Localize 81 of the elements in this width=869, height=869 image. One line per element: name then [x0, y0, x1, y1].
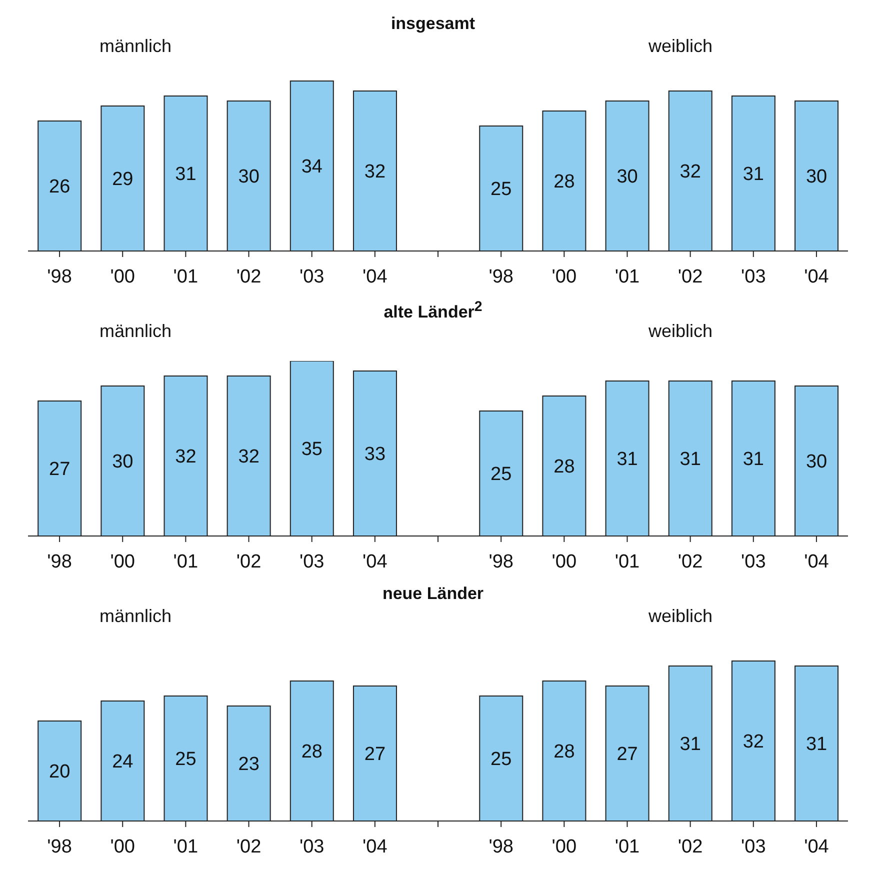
- x-tick-label: '03: [741, 551, 766, 572]
- x-tick-label: '02: [236, 266, 262, 288]
- data-label: 34: [301, 156, 323, 178]
- data-label: 20: [49, 762, 70, 783]
- text: weiblich: [647, 36, 714, 58]
- data-label: 28: [301, 742, 322, 763]
- data-label: 30: [806, 452, 828, 473]
- data-label: 25: [490, 464, 512, 486]
- data-label: 28: [554, 456, 575, 478]
- data-label: 30: [616, 166, 638, 188]
- x-tick-label: '98: [488, 266, 514, 288]
- x-tick-label: '00: [552, 266, 577, 288]
- data-label: 25: [490, 749, 512, 770]
- x-tick-label: '02: [678, 266, 703, 288]
- data-label: 31: [742, 164, 764, 186]
- x-tick-label: '98: [488, 551, 514, 572]
- text: weiblich: [647, 321, 714, 343]
- x-tick-label: '01: [173, 551, 198, 572]
- x-tick-label: '02: [678, 836, 703, 858]
- x-tick-label: '03: [741, 266, 766, 288]
- x-tick-label: '01: [173, 266, 198, 288]
- x-tick-label: '00: [110, 266, 135, 288]
- chart-title: neue Länder: [381, 583, 485, 605]
- data-label: 30: [112, 452, 134, 473]
- x-tick-label: '98: [47, 836, 72, 858]
- data-label: 35: [301, 439, 322, 460]
- data-label: 28: [554, 172, 575, 193]
- x-tick-label: '02: [236, 836, 262, 858]
- chart-title: insgesamt: [390, 13, 476, 35]
- x-tick-label: '00: [552, 551, 577, 572]
- x-tick-label: '04: [362, 266, 388, 288]
- data-label: 32: [364, 162, 386, 183]
- x-tick-label: '02: [236, 551, 262, 572]
- data-label: 31: [175, 164, 196, 186]
- x-tick-label: '98: [47, 551, 72, 572]
- data-label: 33: [364, 444, 386, 466]
- text: männlich: [98, 606, 173, 628]
- data-label: 31: [680, 734, 701, 756]
- x-tick-label: '04: [804, 836, 830, 858]
- x-tick-label: '03: [299, 551, 324, 572]
- x-tick-label: '03: [299, 836, 324, 858]
- data-label: 30: [238, 166, 260, 188]
- x-tick-label: '00: [110, 836, 135, 858]
- x-tick-label: '04: [362, 836, 388, 858]
- text: männlich: [98, 321, 173, 343]
- x-tick-label: '98: [488, 836, 514, 858]
- x-tick-label: '01: [173, 836, 198, 858]
- x-tick-label: '01: [614, 266, 640, 288]
- data-label: 31: [806, 734, 828, 756]
- data-label: 32: [680, 162, 701, 183]
- x-tick-label: '00: [110, 551, 135, 572]
- x-tick-label: '01: [614, 836, 640, 858]
- x-tick-label: '00: [552, 836, 577, 858]
- data-label: 27: [364, 744, 386, 766]
- data-label: 25: [490, 179, 512, 200]
- chart-title: alte Länder$^{2}$: [382, 298, 484, 322]
- data-label: 27: [616, 744, 638, 766]
- text: weiblich: [647, 606, 714, 628]
- data-label: 32: [742, 732, 764, 753]
- data-label: 24: [112, 752, 134, 773]
- data-label: 31: [616, 449, 638, 470]
- data-label: 32: [175, 446, 196, 468]
- data-label: 32: [238, 446, 260, 468]
- data-label: 31: [680, 449, 701, 470]
- x-tick-label: '03: [741, 836, 766, 858]
- data-label: 29: [112, 169, 134, 190]
- x-tick-label: '04: [362, 551, 388, 572]
- data-label: 30: [806, 166, 828, 188]
- x-tick-label: '04: [804, 266, 830, 288]
- x-tick-label: '01: [614, 551, 640, 572]
- x-tick-label: '04: [804, 551, 830, 572]
- x-tick-label: '98: [47, 266, 72, 288]
- data-label: 31: [742, 449, 764, 470]
- data-label: 27: [49, 459, 70, 480]
- x-tick-label: '02: [678, 551, 703, 572]
- text: männlich: [98, 36, 173, 58]
- data-label: 28: [554, 742, 575, 763]
- data-label: 23: [238, 754, 260, 776]
- data-label: 26: [49, 176, 70, 198]
- x-tick-label: '03: [299, 266, 324, 288]
- data-label: 25: [175, 749, 196, 770]
